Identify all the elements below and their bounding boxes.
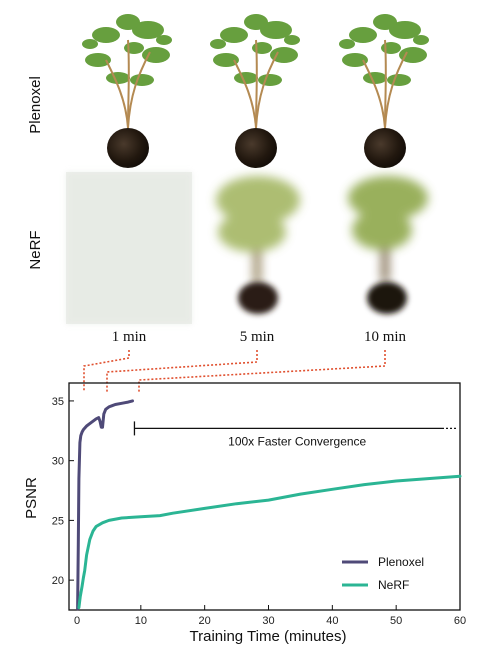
y-axis-label: PSNR <box>23 477 40 519</box>
connector-1min <box>83 350 130 392</box>
x-axis: 0 10 20 30 40 50 60 <box>74 605 466 627</box>
convergence-annotation <box>133 421 458 436</box>
x-tick-label-20: 20 <box>199 615 211 627</box>
x-tick-label-50: 50 <box>390 615 402 627</box>
plenoxel-render-5min <box>210 14 300 168</box>
y-tick-label-30: 30 <box>52 456 64 468</box>
convergence-annotation-label: 100x Faster Convergence <box>228 434 366 448</box>
legend-label-plenoxel: Plenoxel <box>378 555 424 569</box>
plenoxel-render-10min <box>339 14 429 168</box>
x-tick-label-10: 10 <box>135 615 147 627</box>
y-tick-label-25: 25 <box>52 515 64 527</box>
x-tick-label-40: 40 <box>326 615 338 627</box>
row-label-plenoxel: Plenoxel <box>27 76 44 134</box>
y-tick-label-35: 35 <box>52 396 64 408</box>
series-line-plenoxel <box>76 399 134 611</box>
row-label-nerf: NeRF <box>27 230 44 269</box>
time-connectors <box>83 350 386 392</box>
y-tick-label-20: 20 <box>52 575 64 587</box>
legend: Plenoxel NeRF <box>342 555 424 592</box>
nerf-render-5min <box>216 176 300 314</box>
series-layer <box>76 399 462 611</box>
connector-5min <box>106 350 258 392</box>
nerf-render-1min <box>66 172 192 324</box>
y-axis: 20 25 30 35 <box>52 396 74 587</box>
x-tick-label-30: 30 <box>262 615 274 627</box>
x-tick-label-60: 60 <box>454 615 466 627</box>
plant-pot <box>107 128 149 168</box>
time-label-1min: 1 min <box>112 329 147 345</box>
nerf-render-10min <box>348 176 428 314</box>
x-tick-label-0: 0 <box>74 615 80 627</box>
legend-label-nerf: NeRF <box>378 578 409 592</box>
connector-10min <box>138 350 386 392</box>
plot-frame <box>68 382 461 611</box>
plant-foliage <box>82 14 172 86</box>
time-label-5min: 5 min <box>240 329 275 345</box>
series-line-nerf <box>77 474 462 610</box>
x-axis-label: Training Time (minutes) <box>190 628 347 645</box>
plenoxel-render-1min <box>82 14 172 168</box>
time-label-10min: 10 min <box>364 329 407 345</box>
